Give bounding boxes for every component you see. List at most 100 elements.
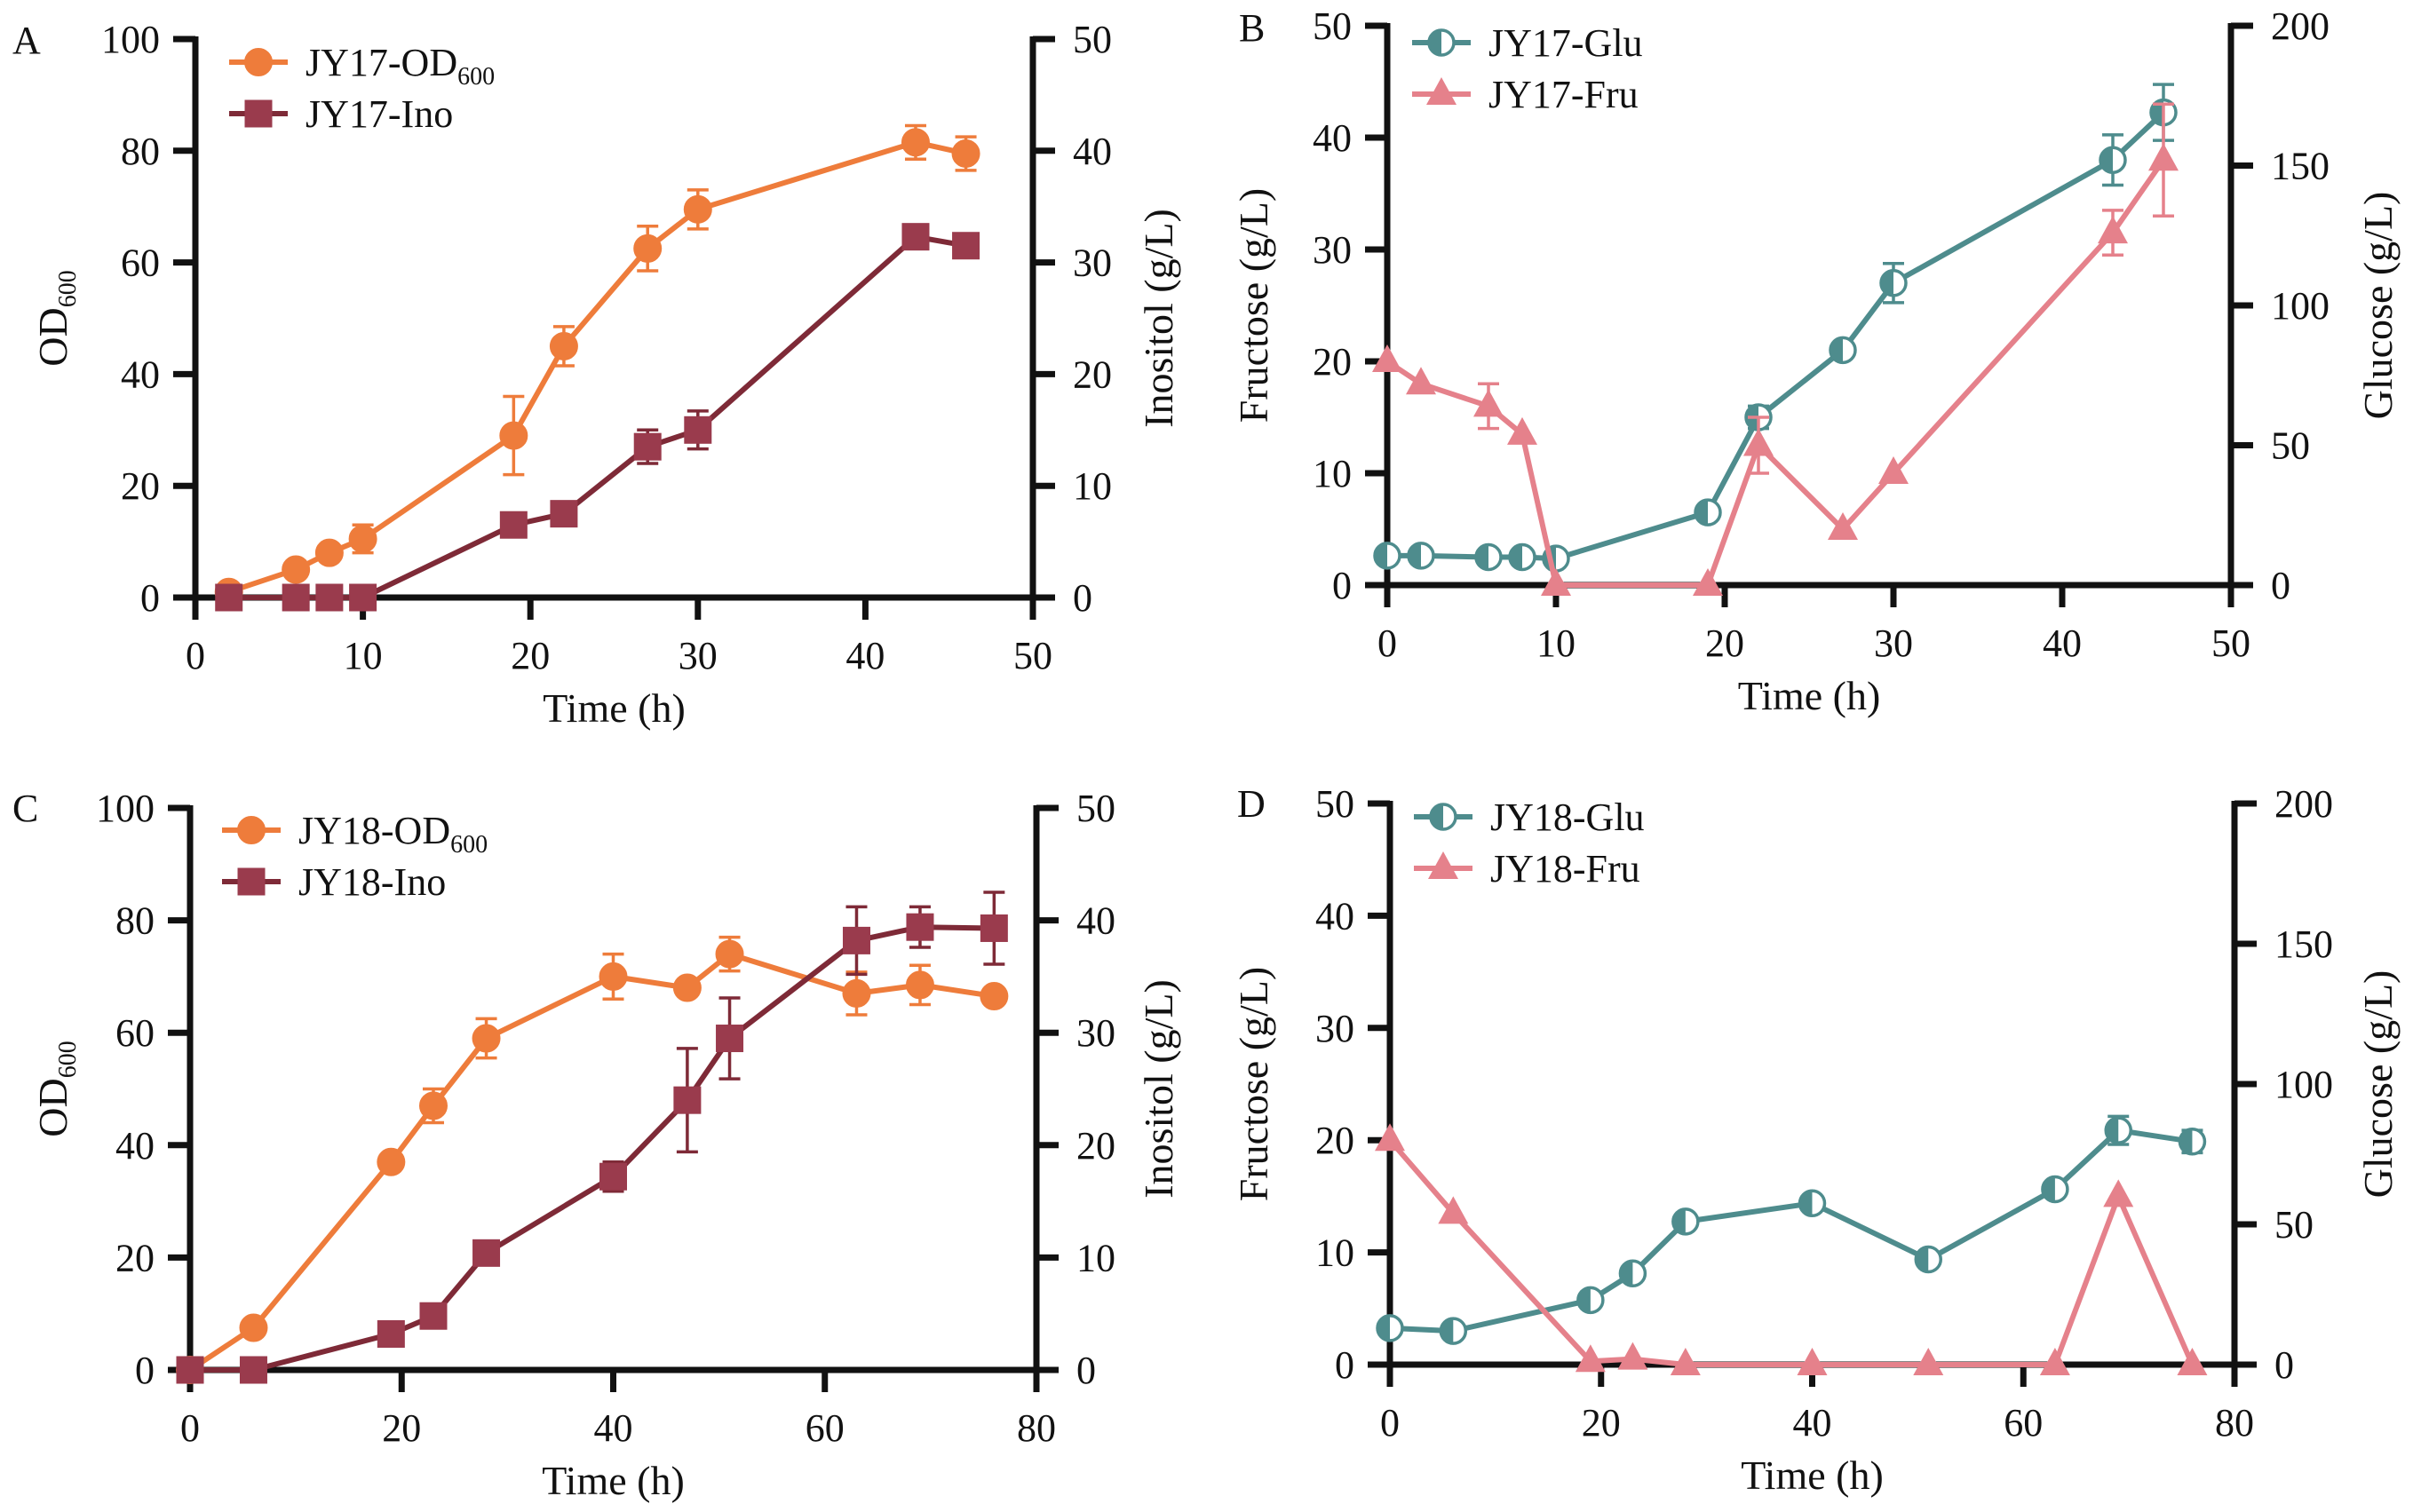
y-tick-label-left: 30 [1315,1007,1354,1050]
series-line [1385,158,2166,588]
legend-item: JY18-Glu [1414,796,1645,839]
x-tick-label: 0 [1377,621,1397,665]
y-tick-label-right: 0 [2274,1343,2294,1387]
legend-label: JY17-OD600 [306,41,495,91]
panel-c: C 0 20 40 60 80 0 20 40 60 80 100 0 10 20 30 40 50 Time (h… [12,787,1181,1503]
legend-item: JY18-OD600 [222,809,488,859]
y-tick-label-left: 60 [115,1011,155,1055]
x-tick-label: 60 [806,1406,845,1450]
y-axis-label-right: Inositol (g/L) [1136,209,1181,428]
y-axis-label-right: Glucose (g/L) [2355,970,2401,1199]
y-tick-label-right: 30 [1076,1011,1115,1055]
legend-label: JY17-Fru [1488,73,1639,116]
y-tick-label-left: 40 [121,352,160,396]
x-tick-label: 30 [1874,621,1913,665]
y-tick-label-left: 100 [96,787,155,830]
y-tick-label-right: 20 [1076,1124,1115,1168]
y-tick-label-right: 50 [1076,787,1115,830]
y-axis-label-right: Glucose (g/L) [2355,192,2401,420]
y-axis-label-left: Fructose (g/L) [1231,967,1276,1201]
series-line [1387,110,2166,562]
panel-letter: A [12,19,41,62]
data-point [1376,1314,1404,1342]
y-tick-label-left: 10 [1313,452,1352,495]
data-point [377,1147,406,1176]
data-point [472,1239,501,1267]
y-axis-label-left: OD600 [30,1041,82,1136]
y-tick-label-left: 80 [121,130,160,173]
data-point [348,524,377,553]
data-point [1743,428,1774,456]
data-point [2098,216,2128,244]
data-point [980,914,1008,942]
x-axis-label: Time (h) [542,1458,685,1503]
series-line [1387,1138,2195,1367]
legend-label: JY18-Glu [1490,796,1645,839]
series-jy18-ino [176,891,1008,1384]
legend-label: JY17-Glu [1488,21,1643,65]
data-point [633,234,663,263]
y-tick-label-right: 150 [2271,145,2330,188]
y-tick-label-right: 200 [2274,782,2333,826]
data-point [1828,512,1858,540]
data-point [349,583,377,612]
data-point [1439,1317,1468,1345]
series-jy17-fru [1372,102,2179,596]
y-tick-label-left: 20 [1313,340,1352,384]
series-line [227,139,967,595]
series-jy18-glu [1376,1114,2207,1345]
data-point [1375,1123,1405,1152]
legend-label: JY18-OD600 [298,809,488,859]
data-point [2104,1116,2132,1144]
legend-item: JY18-Fru [1414,847,1640,891]
data-point [1797,1348,1828,1375]
data-point [1671,1207,1700,1236]
legend-label: JY17-Ino [306,92,453,136]
data-point [1575,1344,1606,1373]
legend-marker-icon [1429,803,1457,831]
y-tick-label-left: 10 [1315,1231,1354,1275]
x-tick-label: 40 [594,1406,633,1450]
x-tick-label: 40 [2043,621,2082,665]
data-point [672,973,702,1002]
legend-item: JY17-Glu [1412,21,1643,65]
y-tick-label-left: 0 [140,576,160,620]
data-point [1694,498,1722,526]
data-point [1829,336,1857,365]
x-tick-label: 80 [2215,1401,2254,1445]
data-point [1576,1286,1605,1315]
data-point [1914,1245,1943,1274]
y-tick-label-right: 150 [2274,922,2333,966]
data-point [715,939,744,969]
y-tick-label-right: 10 [1073,464,1112,508]
legend-marker-icon [244,48,273,76]
y-tick-label-right: 50 [2274,1203,2314,1247]
data-point [239,1356,267,1384]
data-point [1372,344,1402,372]
data-point [2041,1175,2069,1204]
y-tick-label-left: 20 [1315,1119,1354,1162]
y-tick-label-right: 20 [1073,352,1112,396]
data-point [315,583,344,612]
y-tick-label-left: 0 [135,1349,155,1392]
data-point [952,232,980,260]
data-point [1878,456,1909,484]
legend-marker-icon [1428,851,1458,879]
data-point [549,331,578,360]
x-tick-label: 0 [186,634,205,677]
y-tick-label-right: 40 [1076,899,1115,943]
data-point [499,511,528,539]
data-point [1507,416,1537,445]
legend-marker-icon [1427,28,1456,57]
y-axis-label-left: OD600 [30,270,82,366]
data-point [282,555,311,584]
y-tick-label-left: 50 [1315,782,1354,826]
x-tick-label: 40 [845,634,885,677]
y-tick-label-left: 30 [1313,228,1352,272]
x-tick-label: 20 [382,1406,421,1450]
y-tick-label-right: 100 [2274,1063,2333,1106]
y-tick-label-left: 20 [121,464,160,508]
x-tick-label: 50 [1013,634,1052,677]
data-point [176,1356,204,1384]
